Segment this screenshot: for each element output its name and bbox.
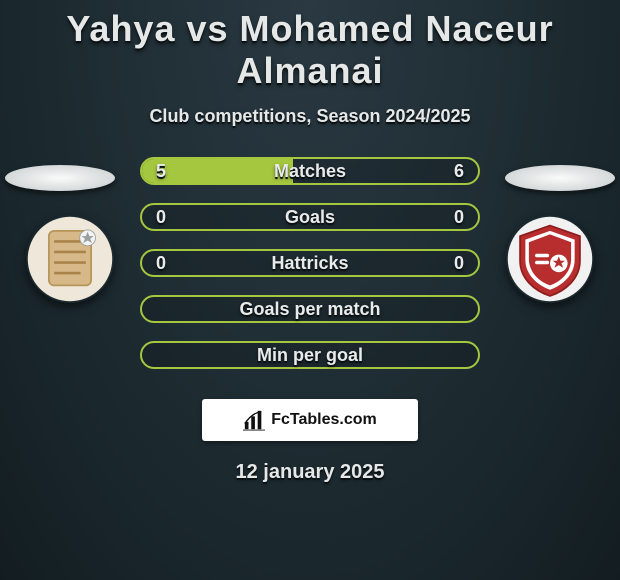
stat-right-value: 0 — [454, 253, 464, 274]
right-club-badge — [506, 215, 594, 303]
stat-right-value: 6 — [454, 161, 464, 182]
stat-left-value: 0 — [156, 253, 166, 274]
stat-label: Min per goal — [257, 345, 363, 366]
bar-chart-icon — [243, 409, 265, 431]
shield-crest-icon — [506, 215, 594, 303]
stat-pill: 0 0 Hattricks — [140, 249, 480, 277]
parchment-badge-icon — [26, 215, 114, 303]
page-title: Yahya vs Mohamed Naceur Almanai — [0, 0, 620, 92]
comparison-arena: 5 6 Matches 0 0 Goals 0 0 Hattricks Goals per mat… — [0, 157, 620, 387]
stat-right-value: 0 — [454, 207, 464, 228]
right-spotlight-ellipse — [505, 165, 615, 191]
subtitle: Club competitions, Season 2024/2025 — [0, 106, 620, 127]
stat-label: Goals — [285, 207, 335, 228]
stat-pill: Goals per match — [140, 295, 480, 323]
stat-label: Matches — [274, 161, 346, 182]
stat-pill-stack: 5 6 Matches 0 0 Goals 0 0 Hattricks Goals per mat… — [140, 157, 480, 369]
stat-left-value: 0 — [156, 207, 166, 228]
brand-card: FcTables.com — [202, 399, 418, 441]
stat-pill: Min per goal — [140, 341, 480, 369]
stat-label: Hattricks — [271, 253, 348, 274]
left-club-badge — [26, 215, 114, 303]
left-spotlight-ellipse — [5, 165, 115, 191]
stat-label: Goals per match — [239, 299, 380, 320]
stat-pill: 0 0 Goals — [140, 203, 480, 231]
snapshot-date: 12 january 2025 — [0, 461, 620, 484]
stat-pill: 5 6 Matches — [140, 157, 480, 185]
stat-left-value: 5 — [156, 161, 166, 182]
brand-label: FcTables.com — [271, 411, 377, 429]
